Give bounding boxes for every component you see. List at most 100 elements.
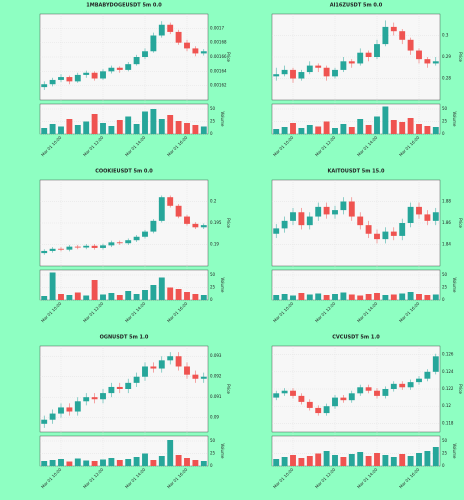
candle-body: [399, 31, 406, 40]
volume-bar: [348, 294, 355, 300]
volume-bar: [424, 295, 431, 300]
volume-bar: [175, 455, 182, 466]
candle-body: [281, 69, 288, 75]
candle-body: [116, 67, 123, 70]
candle-body: [58, 407, 64, 414]
volume-tick-label: 0: [442, 131, 445, 136]
x-tick-label: Mar 01 12:00: [314, 467, 337, 490]
candle-body: [390, 231, 397, 236]
volume-bar: [416, 453, 422, 466]
candle-body: [357, 52, 364, 64]
x-tick-label: Mar 01 12:00: [82, 467, 105, 490]
candle-body: [91, 245, 98, 248]
candle-body: [184, 42, 190, 49]
volume-bar: [100, 123, 106, 134]
volume-bar: [290, 123, 296, 134]
volume-tick-label: 25: [210, 451, 216, 456]
volume-panel: [271, 103, 441, 135]
candle-body: [167, 356, 174, 361]
chart-panel: 1MBABYDOGEUSDT 5m 0.0 0.00162 0.00164 0.001…: [39, 3, 231, 158]
volume-bar: [158, 119, 165, 134]
candle-body: [374, 390, 380, 396]
candle-body: [41, 419, 48, 424]
candle-body: [340, 61, 347, 70]
candle-body: [66, 77, 73, 82]
volume-tick-label: 50: [210, 438, 216, 443]
volume-bar: [133, 457, 140, 466]
candle-body: [273, 74, 280, 77]
candle-body: [399, 383, 406, 388]
y-tick-label: 0.118: [442, 420, 454, 425]
x-tick-label: Mar 01 12:00: [82, 301, 105, 324]
candle-body: [382, 231, 389, 240]
candle-body: [424, 371, 431, 379]
candle-body: [125, 64, 132, 70]
volume-bar: [58, 126, 64, 134]
volume-bar: [150, 285, 157, 300]
candle-body: [74, 246, 81, 248]
candle-body: [290, 69, 296, 79]
y-tick-label: 0.092: [210, 374, 222, 379]
volume-bar: [323, 121, 330, 134]
volume-bar: [315, 453, 322, 466]
y-tick-label: 0.00162: [210, 83, 227, 88]
candle-body: [125, 240, 132, 244]
volume-bar: [399, 293, 406, 300]
candle-body: [200, 376, 207, 379]
volume-bar: [125, 459, 132, 466]
y-axis-label: Price: [458, 218, 463, 228]
candle-body: [116, 386, 123, 389]
candle-body: [340, 201, 347, 211]
candle-body: [424, 59, 431, 64]
volume-bar: [167, 440, 174, 466]
candle-body: [365, 52, 372, 57]
volume-bar: [281, 127, 288, 134]
candle-body: [281, 390, 288, 394]
y-tick-label: 0.122: [442, 386, 454, 391]
volume-tick-label: 50: [210, 272, 216, 277]
volume-bar: [175, 289, 182, 300]
candle-body: [323, 67, 330, 77]
volume-bar: [200, 295, 207, 300]
volume-bar: [74, 458, 81, 466]
candle-body: [365, 387, 372, 391]
candle-body: [348, 61, 355, 64]
candle-body: [192, 48, 199, 54]
y-tick-label: 0.195: [210, 220, 222, 225]
volume-tick-label: 25: [442, 451, 448, 456]
volume-bar: [374, 293, 380, 300]
volume-bar: [142, 453, 148, 466]
volume-bar: [158, 456, 165, 466]
volume-bar: [424, 451, 431, 466]
candle-body: [175, 31, 182, 43]
volume-bar: [432, 294, 439, 300]
volume-axis-label: Volume: [220, 112, 225, 127]
candle-body: [150, 366, 157, 369]
volume-bar: [125, 116, 132, 134]
candle-body: [175, 356, 182, 367]
volume-tick-label: 0: [210, 297, 213, 302]
volume-bar: [365, 456, 372, 466]
y-tick-label: 0.3: [442, 33, 449, 38]
x-tick-label: Mar 01 16:00: [166, 135, 189, 158]
candle-body: [273, 228, 280, 234]
y-tick-label: 0.00166: [210, 54, 227, 59]
candle-body: [49, 79, 56, 85]
chart-panel: CVCUSDT 5m 1.0 0.118 0.12 0.122 0.124 0.126 0 2…: [271, 335, 463, 490]
volume-bar: [74, 125, 81, 134]
candle-body: [407, 39, 414, 51]
candle-body: [142, 366, 148, 377]
volume-panel: [271, 435, 441, 467]
candle-body: [66, 246, 73, 250]
volume-bar: [41, 296, 48, 300]
candle-body: [348, 201, 355, 217]
candle-body: [158, 197, 165, 221]
candle-body: [382, 389, 389, 396]
candle-body: [91, 72, 98, 79]
candle-body: [399, 223, 406, 236]
volume-bar: [273, 459, 280, 466]
candle-body: [83, 397, 90, 402]
candle-body: [382, 26, 389, 45]
volume-bar: [158, 277, 165, 300]
price-panel: [39, 345, 209, 433]
